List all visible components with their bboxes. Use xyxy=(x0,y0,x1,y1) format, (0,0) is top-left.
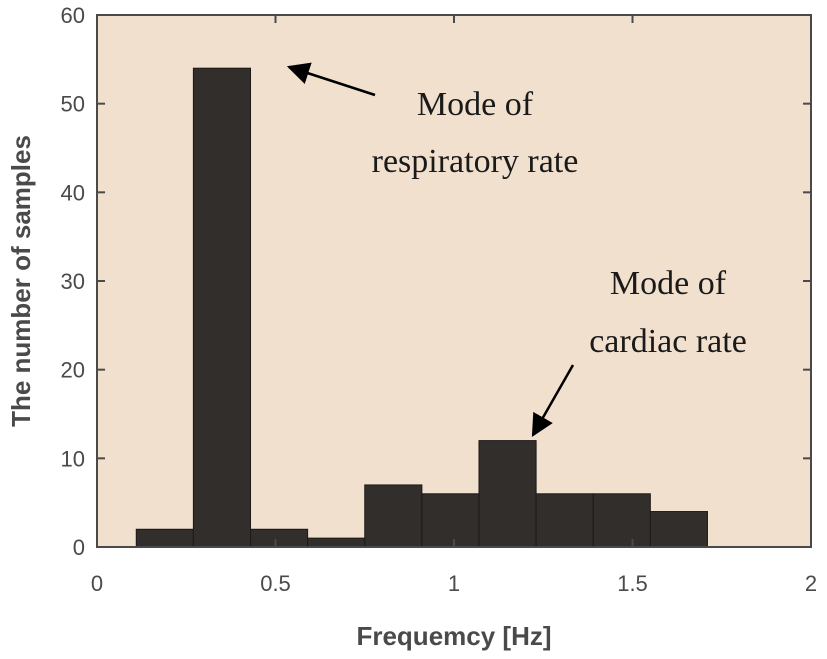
x-axis-title: Frequemcy [Hz] xyxy=(356,621,551,651)
y-tick-label-4: 40 xyxy=(61,180,85,205)
bar-0 xyxy=(135,528,194,548)
bar-2 xyxy=(250,528,309,548)
bar-7 xyxy=(535,493,594,548)
x-axis: 0 0.5 1 1.5 2 xyxy=(91,15,817,596)
y-tick-label-3: 30 xyxy=(61,269,85,294)
respiratory-arrow xyxy=(286,62,376,97)
cardiac-annotation-line1: Mode of xyxy=(610,265,727,302)
x-tick-label-4: 2 xyxy=(805,571,817,596)
respiratory-annotation-line1: Mode of xyxy=(417,86,534,123)
bar-1 xyxy=(192,67,252,548)
bar-6 xyxy=(478,440,537,548)
respiratory-annotation: Mode of respiratory rate xyxy=(286,62,579,180)
bar-3 xyxy=(307,537,366,548)
x-tick-label-2: 1 xyxy=(448,571,460,596)
cardiac-arrow xyxy=(531,364,575,437)
bars-group xyxy=(135,67,708,548)
y-tick-label-1: 10 xyxy=(61,446,85,471)
cardiac-annotation-line2: cardiac rate xyxy=(589,323,747,360)
bar-8 xyxy=(592,493,651,548)
y-tick-label-0: 0 xyxy=(73,535,85,560)
y-tick-label-6: 60 xyxy=(61,3,85,28)
y-tick-label-2: 20 xyxy=(61,358,85,383)
bar-9 xyxy=(649,511,708,548)
y-axis: 0 10 20 30 40 50 60 xyxy=(61,3,811,560)
y-axis-title: The number of samples xyxy=(6,135,36,427)
respiratory-annotation-line2: respiratory rate xyxy=(372,143,579,180)
cardiac-annotation: Mode of cardiac rate xyxy=(531,265,747,437)
x-tick-label-1: 0.5 xyxy=(260,571,291,596)
bar-4 xyxy=(364,484,423,548)
bar-5 xyxy=(421,493,480,548)
x-tick-label-3: 1.5 xyxy=(617,571,648,596)
x-tick-label-0: 0 xyxy=(91,571,103,596)
y-tick-label-5: 50 xyxy=(61,92,85,117)
